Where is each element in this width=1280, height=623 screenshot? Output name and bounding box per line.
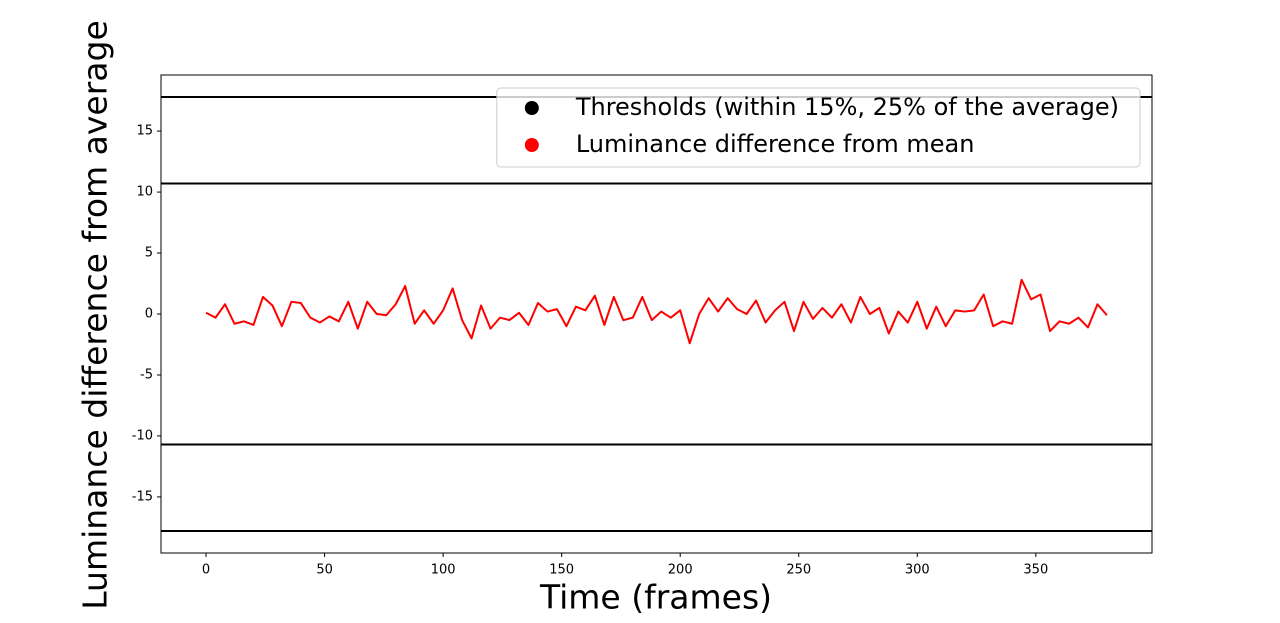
legend-box (496, 87, 1141, 168)
x-tick-label: 250 (786, 563, 811, 578)
y-tick-label: 0 (145, 307, 153, 322)
legend-label: Thresholds (within 15%, 25% of the avera… (575, 93, 1119, 121)
x-tick-label: 150 (549, 563, 574, 578)
data-line (205, 278, 1108, 345)
y-tick-label: -15 (132, 489, 153, 504)
legend-marker (524, 138, 539, 152)
y-tick-label: -10 (132, 428, 153, 443)
x-tick-label: 300 (905, 563, 930, 578)
y-tick-label: 10 (136, 185, 153, 200)
y-tick-label: 5 (145, 246, 153, 261)
x-tick-label: 0 (202, 563, 210, 578)
x-axis-label: Time (frames) (539, 578, 772, 617)
legend-marker (524, 101, 539, 115)
legend-label: Luminance difference from mean (576, 130, 975, 158)
x-tick-label: 350 (1023, 563, 1048, 578)
x-tick-label: 50 (316, 563, 333, 578)
y-axis-label: Luminance difference from average (76, 20, 115, 610)
y-tick-label: -5 (140, 367, 153, 382)
x-tick-label: 200 (668, 563, 693, 578)
y-tick-label: 15 (136, 124, 153, 139)
plot-frame (160, 74, 1153, 554)
x-tick-label: 100 (431, 563, 456, 578)
